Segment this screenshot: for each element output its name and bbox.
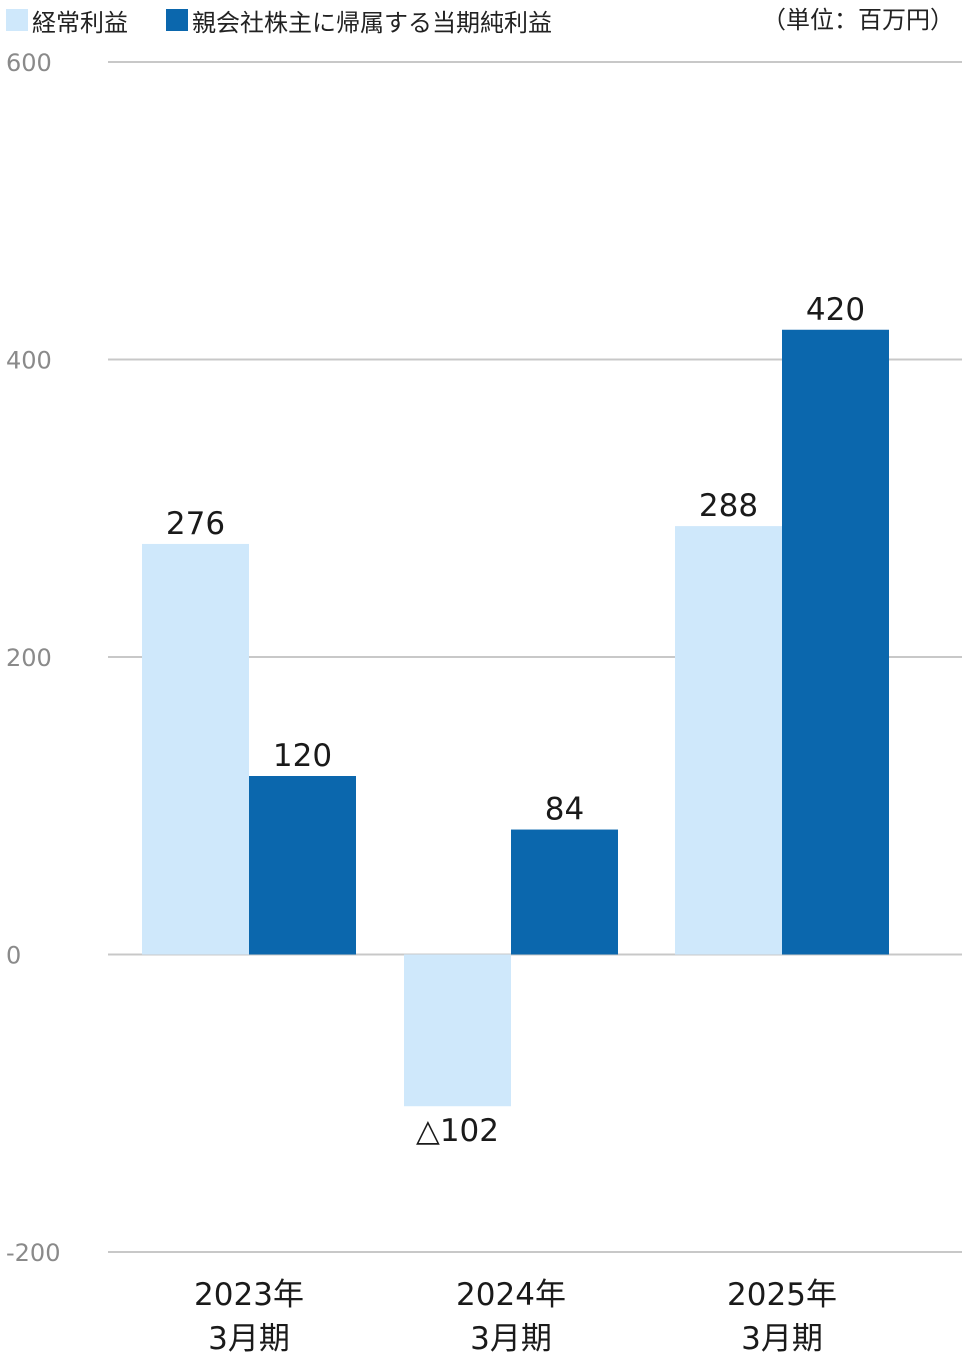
legend-item-net-profit: 親会社株主に帰属する当期純利益 [166,3,552,38]
bar-series2-cat3 [782,329,889,955]
legend-item-ordinary-profit: 経常利益 [6,3,128,38]
y-tick-label-400: 400 [6,347,52,375]
bar-series2-cat2 [511,829,618,955]
x-tick-label-cat2-line2: 3月期 [470,1321,552,1357]
chart-legend: 経常利益 親会社株主に帰属する当期純利益 [6,3,590,38]
legend-swatch-net-profit [166,9,188,31]
unit-label: （単位：百万円） [762,6,954,34]
y-tick-label--200: -200 [6,1239,60,1267]
y-tick-label-600: 600 [6,49,52,77]
data-label-series1-cat1: 276 [166,506,225,542]
x-tick-label-cat1-line1: 2023年 [194,1277,304,1313]
bar-series1-cat3 [675,526,782,955]
x-tick-label-cat2-line1: 2024年 [456,1277,566,1313]
x-tick-label-cat1-line2: 3月期 [208,1321,290,1357]
legend-swatch-ordinary-profit [6,9,28,31]
x-tick-label-cat3-line2: 3月期 [741,1321,823,1357]
data-label-series2-cat1: 120 [273,738,332,774]
bar-series2-cat1 [249,776,356,955]
legend-label-ordinary-profit: 経常利益 [32,8,128,37]
data-label-series2-cat2: 84 [545,792,584,828]
bar-series1-cat1 [142,543,249,955]
data-label-series1-cat3: 288 [699,488,758,524]
legend-label-net-profit: 親会社株主に帰属する当期純利益 [192,8,552,37]
y-tick-label-200: 200 [6,644,52,672]
x-tick-label-cat3-line1: 2025年 [727,1277,837,1313]
data-label-series1-cat2: △102 [416,1113,499,1149]
y-tick-label-0: 0 [6,942,21,970]
data-label-series2-cat3: 420 [806,292,865,328]
bar-series1-cat2 [404,954,511,1107]
